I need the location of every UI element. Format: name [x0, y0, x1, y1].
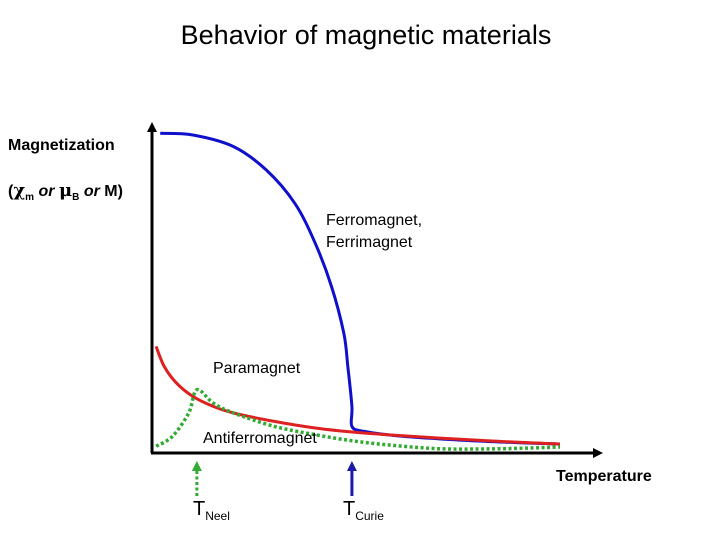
antiferromagnet-label: Antiferromagnet	[203, 430, 317, 447]
mu-symbol: μ	[58, 180, 73, 201]
marker-layer	[191, 461, 357, 496]
t-neel-main: T	[193, 498, 206, 520]
t-curie-label: TCurie	[343, 498, 384, 523]
x-axis-label: Temperature	[556, 468, 652, 485]
t-curie-subscript: Curie	[355, 509, 384, 523]
paramagnet-label: Paramagnet	[213, 360, 301, 377]
t-neel-subscript: Neel	[205, 509, 230, 523]
ferromagnet-label-line2: Ferrimagnet	[326, 234, 413, 251]
t-neel-label: TNeel	[193, 498, 230, 523]
or-text-2: or	[79, 183, 105, 200]
chi-symbol: χ	[13, 180, 26, 201]
ferromagnet-label: Ferromagnet, Ferrimagnet	[326, 210, 422, 254]
series-antiferromagnet	[155, 387, 561, 451]
y-axis-label: Magnetization	[8, 137, 115, 154]
m-symbol: M)	[104, 183, 123, 200]
y-open-paren: (	[8, 183, 14, 200]
series-layer	[154, 131, 561, 451]
series-ferromagnet-ferrimagnet	[160, 131, 561, 446]
series-paramagnet	[154, 345, 561, 446]
chi-subscript: m	[25, 192, 35, 204]
ferromagnet-label-line1: Ferromagnet,	[326, 212, 423, 229]
or-text-1: or	[34, 183, 59, 200]
t-curie-main: T	[343, 498, 356, 520]
chart-title: Behavior of magnetic materials	[180, 20, 552, 50]
y-axis-quantity-label: (χm or μB or M)	[8, 180, 123, 203]
mu-subscript: B	[72, 192, 80, 204]
